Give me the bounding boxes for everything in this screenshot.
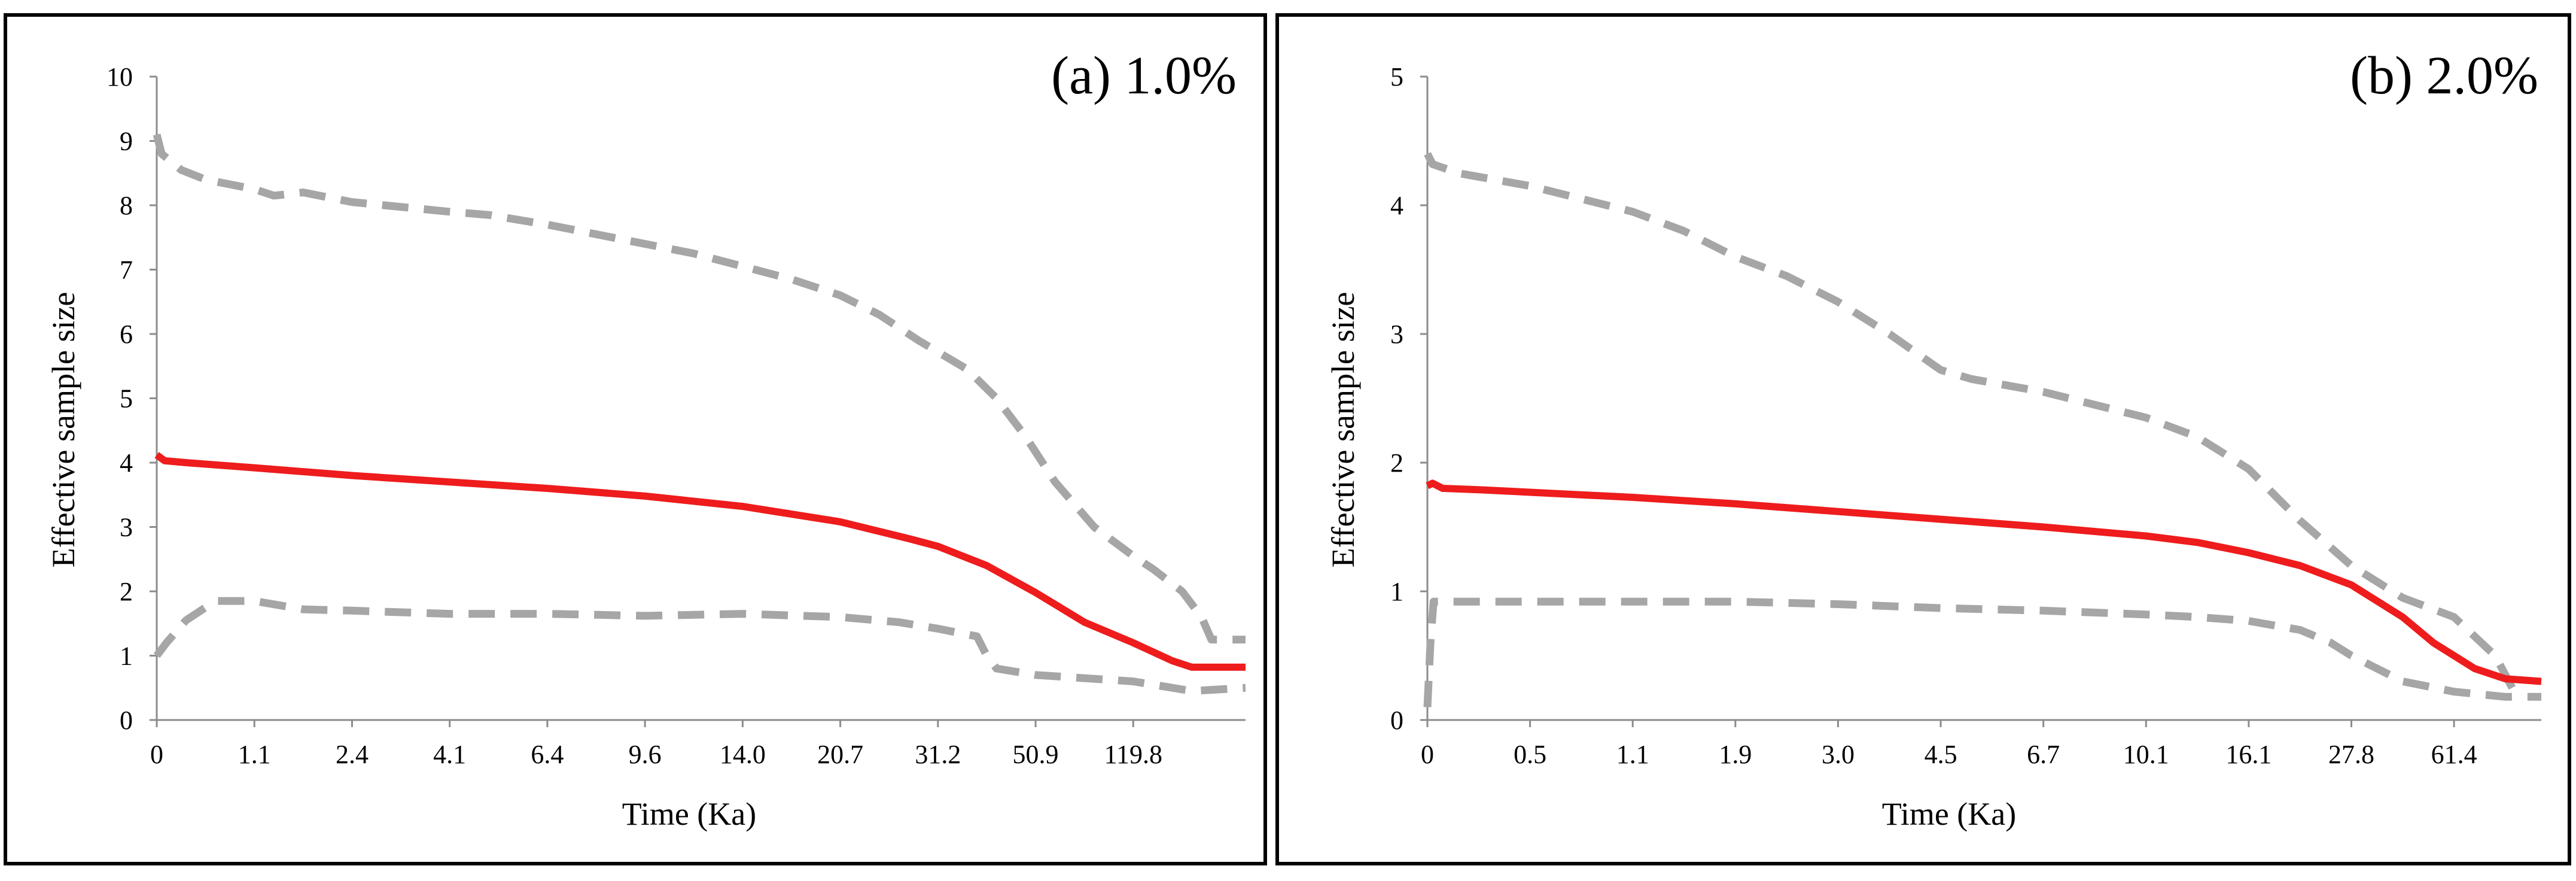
chart-a-y-tick-label: 1 (120, 642, 133, 671)
chart-a-series-lower-bound (153, 597, 1246, 695)
chart-b-x-tick-label: 61.4 (2431, 740, 2477, 769)
chart-a-series-upper-bound (153, 133, 1246, 644)
chart-a-x-tick-label: 20.7 (817, 740, 863, 769)
chart-b-x-tick-label: 0 (1421, 740, 1434, 769)
chart-a-x-tick-label: 6.4 (531, 740, 564, 769)
chart-b-x-tick-label: 1.1 (1616, 740, 1649, 769)
chart-b-title: (b) 2.0% (2350, 46, 2538, 105)
chart-b-y-tick-label: 2 (1390, 448, 1403, 478)
chart-a-y-tick-label: 8 (120, 191, 133, 220)
chart-b-series-median (1426, 479, 2542, 685)
chart-a-y-tick-label: 3 (120, 513, 133, 542)
chart-a-y-tick-label: 10 (106, 62, 133, 92)
chart-b-y-tick-label: 3 (1390, 320, 1403, 349)
chart-b-y-tick-label: 5 (1390, 62, 1403, 92)
chart-panel-b: (b) 2.0% Time (Ka) Effective sample size… (1275, 13, 2571, 865)
chart-a-y-tick-label: 4 (120, 448, 133, 478)
chart-b-y-tick-label: 0 (1390, 706, 1403, 735)
chart-b-x-tick-label: 1.9 (1719, 740, 1752, 769)
chart-a-y-tick-label: 9 (120, 127, 133, 156)
chart-a-y-tick-label: 0 (120, 706, 133, 735)
chart-b-x-axis-title: Time (Ka) (1882, 796, 2017, 832)
chart-a-y-tick-label: 2 (120, 577, 133, 606)
chart-a-x-tick-label: 119.8 (1104, 740, 1162, 769)
chart-b-x-tick-label: 6.7 (2027, 740, 2060, 769)
chart-a-x-axis-title: Time (Ka) (622, 796, 757, 832)
chart-b-series-upper-bound (1424, 152, 2519, 697)
chart-b-x-tick-label: 0.5 (1514, 740, 1546, 769)
chart-a-y-axis-title: Effective sample size (45, 292, 81, 568)
chart-b-svg: (b) 2.0% Time (Ka) Effective sample size… (1325, 46, 2542, 832)
chart-a-series-median (154, 452, 1246, 671)
chart-a-title: (a) 1.0% (1051, 46, 1237, 105)
chart-b-x-tick-label: 10.1 (2123, 740, 2169, 769)
chart-b-x-tick-label: 16.1 (2225, 740, 2271, 769)
chart-a-x-tick-label: 50.9 (1013, 740, 1059, 769)
chart-a-y-tick-label: 5 (120, 384, 133, 414)
chart-b-y-tick-label: 1 (1390, 577, 1403, 606)
chart-a-x-tick-label: 0 (150, 740, 163, 769)
chart-a-x-tick-label: 1.1 (238, 740, 271, 769)
chart-b-y-tick-label: 4 (1390, 191, 1403, 220)
chart-panel-a: (a) 1.0% Time (Ka) Effective sample size… (4, 13, 1267, 865)
chart-a-x-tick-label: 31.2 (915, 740, 961, 769)
chart-a-x-tick-label: 2.4 (336, 740, 369, 769)
chart-b-x-tick-label: 3.0 (1822, 740, 1855, 769)
chart-a-x-tick-label: 9.6 (629, 740, 662, 769)
chart-a-y-tick-label: 6 (120, 320, 133, 349)
chart-a-x-tick-label: 4.1 (433, 740, 466, 769)
chart-a-svg: (a) 1.0% Time (Ka) Effective sample size… (45, 46, 1246, 832)
chart-b-x-tick-label: 27.8 (2328, 740, 2374, 769)
chart-b-y-axis-title: Effective sample size (1325, 292, 1361, 568)
chart-b-series-lower-bound (1423, 597, 2541, 707)
chart-a-x-tick-label: 14.0 (720, 740, 766, 769)
chart-b-x-tick-label: 4.5 (1925, 740, 1957, 769)
chart-a-y-tick-label: 7 (120, 256, 133, 285)
